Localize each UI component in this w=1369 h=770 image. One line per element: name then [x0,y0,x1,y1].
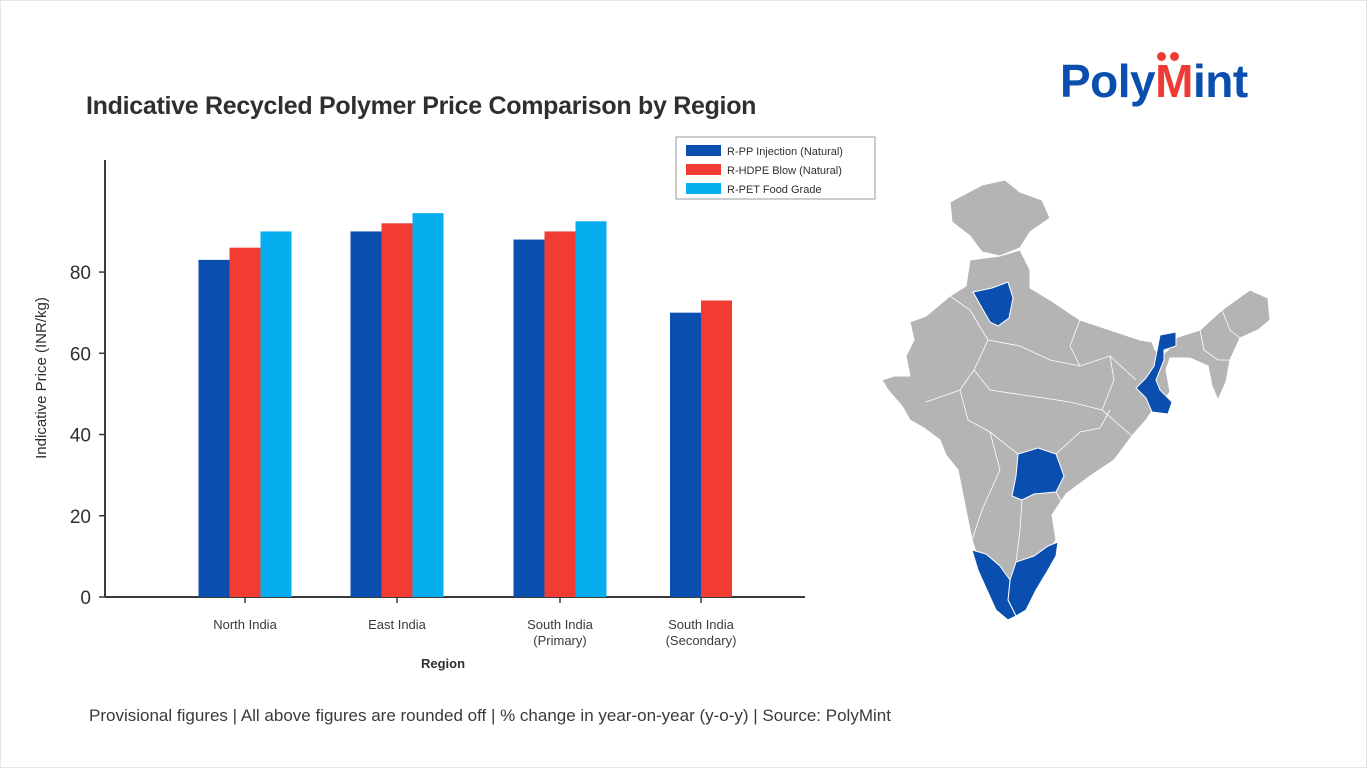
chart-title: Indicative Recycled Polymer Price Compar… [86,92,757,120]
map-region-telangana [1011,447,1065,501]
x-tick-label: East India [368,617,427,632]
x-tick-label: South India [668,617,735,632]
legend-swatch [686,164,721,175]
map-highlights [971,281,1177,621]
footer-note: Provisional figures | All above figures … [89,706,891,725]
y-axis-label: Indicative Price (INR/kg) [33,297,50,459]
map-region-kerala [971,549,1017,621]
map-india-mainland [881,249,1271,621]
india-map [881,179,1271,621]
bar-rpp-0 [198,259,230,597]
map-kashmir-region [949,179,1051,257]
logo-dot-right [1170,52,1180,61]
map-region-west-bengal [1135,331,1177,415]
bar-rpet-1 [412,213,444,597]
x-axis-label: Region [421,656,465,671]
x-tick-label: South India [527,617,594,632]
x-tick-label: (Primary) [533,633,586,648]
legend-swatch [686,183,721,194]
y-tick-label: 60 [70,344,91,365]
bar-rpp-3 [670,312,701,597]
y-tick-label: 0 [80,588,91,609]
logo-prefix: Poly [1060,55,1156,107]
map-base [881,179,1271,621]
bar-rhdpe-3 [701,300,732,597]
map-region-haryana-delhi [972,281,1014,327]
map-state-borders [925,247,1241,563]
polymint-logo: Poly Mint [1060,52,1248,107]
legend-label: R-PET Food Grade [727,184,822,196]
bar-rpp-1 [350,231,382,597]
legend-label: R-PP Injection (Natural) [727,146,843,158]
logo-accent: M [1155,52,1193,107]
x-tick-label: (Secondary) [666,633,737,648]
logo-suffix: int [1192,55,1248,107]
legend-swatch [686,145,721,156]
bar-rpet-0 [260,231,292,597]
x-tick-label: North India [213,617,277,632]
bar-chart: 0 20 40 60 80 Indicative Price (INR/kg) North … [33,136,876,671]
logo-dot-left [1157,52,1167,61]
legend-label: R-HDPE Blow (Natural) [727,165,842,177]
bar-rhdpe-0 [229,247,261,597]
y-tick-label: 40 [70,426,91,447]
bar-rpp-2 [513,239,545,597]
y-tick-label: 20 [70,507,91,528]
bar-rhdpe-1 [381,223,413,598]
bar-rhdpe-2 [544,231,576,597]
bar-rpet-2 [575,221,607,597]
y-tick-label: 80 [70,263,91,284]
